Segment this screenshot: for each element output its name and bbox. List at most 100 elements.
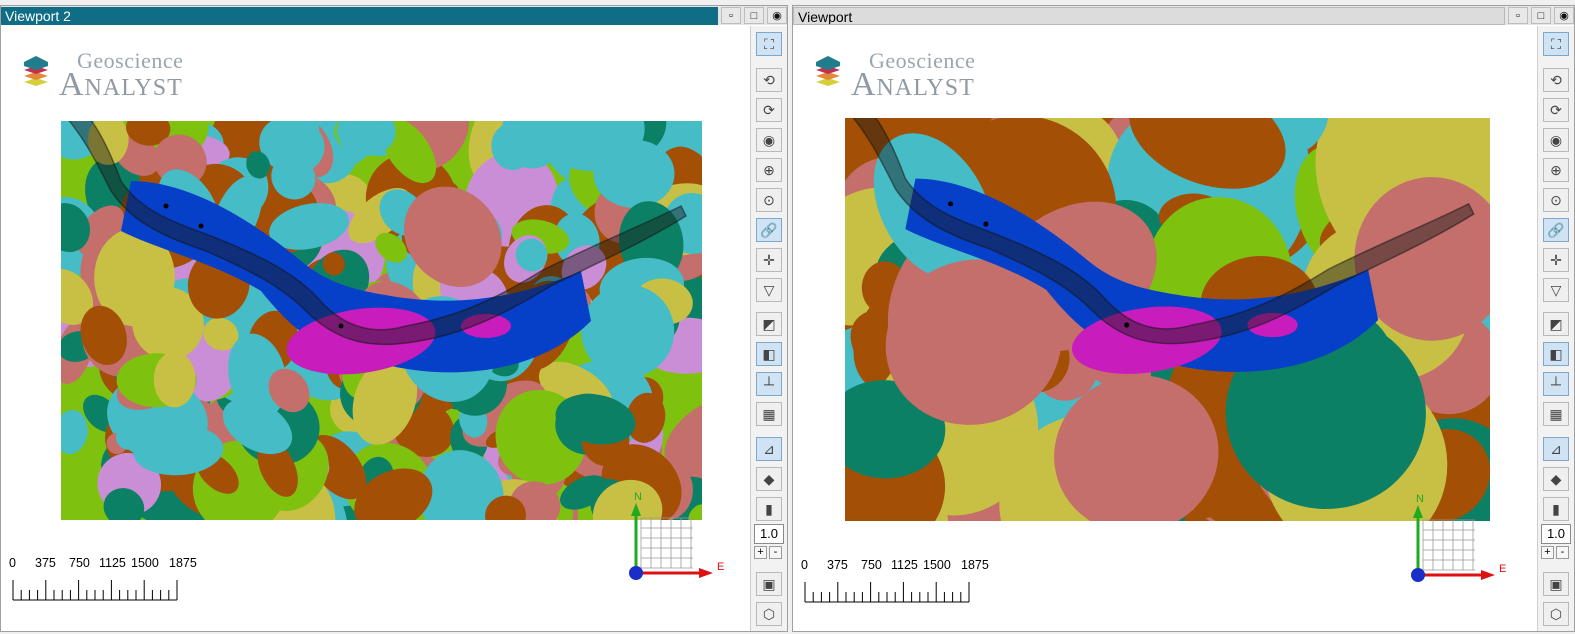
3d-cube-icon[interactable]: ⬡: [756, 602, 782, 626]
isosurface-body: [68, 121, 687, 346]
visibility-icon[interactable]: ◉: [767, 7, 787, 24]
classified-grid-map: [61, 121, 702, 520]
scale-bar-icon[interactable]: ┴: [756, 372, 782, 396]
view-bottom-icon[interactable]: ⊙: [756, 188, 782, 212]
clipping-icon[interactable]: ▽: [1543, 278, 1569, 302]
viewport-2-titlebar[interactable]: Viewport 2 ▫ □ ◉: [1, 6, 787, 25]
zoom-level-field[interactable]: 1.0: [754, 524, 784, 544]
axes-grid-icon[interactable]: ⊿: [1543, 437, 1569, 461]
paint-icon[interactable]: ◆: [1543, 467, 1569, 491]
geoscience-analyst-logo: Geoscience Analyst: [813, 48, 993, 103]
map-unit-patch: [626, 392, 666, 443]
view-top-icon[interactable]: ⊕: [1543, 158, 1569, 182]
scale-label: 375: [827, 558, 848, 572]
screenshot-icon[interactable]: ▣: [756, 572, 782, 596]
map-unit-patch: [375, 232, 407, 263]
bounding-box-icon[interactable]: ◧: [1543, 342, 1569, 366]
view-center-icon[interactable]: ◉: [756, 128, 782, 152]
box-view-icon[interactable]: ◩: [756, 312, 782, 336]
scale-bar: 0 375 750 1125 1500 1875: [801, 558, 989, 609]
view-rotate-left-icon[interactable]: ⟲: [1543, 68, 1569, 92]
viewport-canvas[interactable]: Geoscience Analyst 0 375 750 1125 1500 1875 N…: [793, 26, 1538, 631]
view-rotate-left-icon[interactable]: ⟲: [756, 68, 782, 92]
orientation-axes-graphic: NE: [1411, 493, 1506, 582]
map-unit-patch: [203, 317, 239, 351]
grid-icon[interactable]: ▦: [1543, 402, 1569, 426]
axes-origin: [629, 566, 643, 580]
map-unit-patch: [61, 268, 94, 325]
map-unit-patch: [246, 151, 270, 179]
scale-bar-icon[interactable]: ┴: [1543, 372, 1569, 396]
view-rotate-right-icon[interactable]: ⟳: [756, 98, 782, 122]
map-unit-patch: [1054, 375, 1219, 521]
scale-label: 375: [35, 556, 56, 570]
orientation-axes-graphic: NE: [629, 491, 724, 580]
axes-grid-icon[interactable]: ⊿: [756, 437, 782, 461]
zoom-level-field[interactable]: 1.0: [1541, 524, 1571, 544]
view-bottom-icon[interactable]: ⊙: [1543, 188, 1569, 212]
axes-marker-icon[interactable]: ✛: [1543, 248, 1569, 272]
map-unit-patch: [555, 393, 636, 445]
screenshot-icon[interactable]: ▣: [1543, 572, 1569, 596]
viewport-toolbar: ⛶ ⟲ ⟳ ◉ ⊕ ⊙ 🔗 ✛ ▽ ◩ ◧ ┴ ▦ ⊿ ◆ ▮ 1.0 + - ▣ ⬡: [1537, 26, 1574, 631]
map-unit-patch: [581, 284, 675, 378]
map-unit-patch: [1286, 118, 1329, 152]
bounding-box-icon[interactable]: ◧: [756, 342, 782, 366]
zoom-out-button[interactable]: -: [769, 546, 782, 559]
zoom-in-button[interactable]: +: [1541, 546, 1554, 559]
paint-icon[interactable]: ◆: [756, 467, 782, 491]
drill-point: [1124, 322, 1130, 328]
3d-cube-icon[interactable]: ⬡: [1543, 602, 1569, 626]
axes-marker-icon[interactable]: ✛: [756, 248, 782, 272]
map-unit-patch: [664, 401, 702, 466]
view-top-icon[interactable]: ⊕: [756, 158, 782, 182]
geoscience-analyst-logo: Geoscience Analyst: [21, 48, 201, 103]
zoom-in-button[interactable]: +: [754, 546, 767, 559]
map-unit-magenta: [1247, 312, 1298, 338]
map-unit-patch: [80, 305, 127, 366]
drill-point: [163, 203, 169, 209]
logo-text-analyst: Analyst: [851, 66, 975, 103]
zoom-out-button[interactable]: -: [1556, 546, 1569, 559]
logo-text-analyst: Analyst: [59, 66, 183, 103]
geology-map-surface[interactable]: [61, 121, 702, 520]
logo-layers-icon: [816, 56, 840, 86]
map-unit-patch: [271, 155, 316, 200]
view-rotate-right-icon[interactable]: ⟳: [1543, 98, 1569, 122]
visibility-icon[interactable]: ◉: [1554, 7, 1574, 24]
zoom-extents-icon[interactable]: ⛶: [756, 32, 782, 56]
east-label: E: [717, 561, 724, 573]
restore-icon[interactable]: ▫: [721, 7, 741, 24]
colorbar-icon[interactable]: ▮: [756, 497, 782, 521]
axes-origin: [1411, 568, 1425, 582]
map-unit-patch: [87, 121, 129, 165]
grid-icon[interactable]: ▦: [756, 402, 782, 426]
box-view-icon[interactable]: ◩: [1543, 312, 1569, 336]
map-unit-patch: [403, 186, 502, 287]
geology-map-surface[interactable]: [845, 118, 1490, 521]
maximize-icon[interactable]: □: [1531, 7, 1551, 24]
viewport-2-panel: Viewport 2 ▫ □ ◉ Geoscience Analyst 0 375…: [0, 5, 788, 632]
link-views-icon[interactable]: 🔗: [756, 218, 782, 242]
viewport-2-canvas[interactable]: Geoscience Analyst 0 375 750 1125 1500 1875 N…: [1, 26, 751, 631]
east-label: E: [1499, 563, 1506, 575]
colorbar-icon[interactable]: ▮: [1543, 497, 1569, 521]
restore-icon[interactable]: ▫: [1508, 7, 1528, 24]
map-unit-patch: [61, 203, 90, 253]
maximize-icon[interactable]: □: [744, 7, 764, 24]
drill-point: [948, 201, 954, 207]
viewport-titlebar[interactable]: Viewport ▫ □ ◉: [793, 6, 1574, 25]
drill-point: [983, 221, 989, 227]
zoom-extents-icon[interactable]: ⛶: [1543, 32, 1569, 56]
map-unit-patch: [222, 398, 293, 455]
scale-label: 1500: [131, 556, 159, 570]
map-unit-patch: [61, 410, 88, 455]
scale-label: 0: [801, 558, 808, 572]
map-unit-magenta: [1071, 306, 1222, 374]
view-center-icon[interactable]: ◉: [1543, 128, 1569, 152]
map-unit-patch: [322, 252, 345, 276]
link-views-icon[interactable]: 🔗: [1543, 218, 1569, 242]
clipping-icon[interactable]: ▽: [756, 278, 782, 302]
scale-label: 750: [69, 556, 90, 570]
map-unit-patch: [1129, 118, 1286, 189]
